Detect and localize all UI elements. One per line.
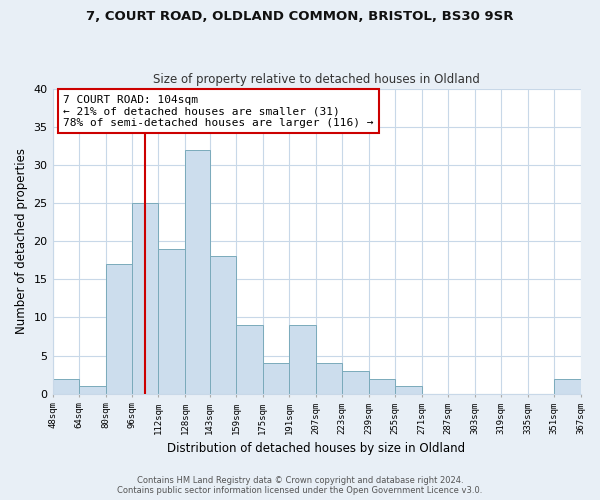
Bar bbox=[53, 378, 79, 394]
Bar bbox=[132, 203, 158, 394]
Bar bbox=[554, 378, 581, 394]
Text: 7, COURT ROAD, OLDLAND COMMON, BRISTOL, BS30 9SR: 7, COURT ROAD, OLDLAND COMMON, BRISTOL, … bbox=[86, 10, 514, 23]
Bar bbox=[263, 364, 289, 394]
Bar bbox=[106, 264, 132, 394]
Bar bbox=[316, 364, 342, 394]
Bar bbox=[289, 325, 316, 394]
X-axis label: Distribution of detached houses by size in Oldland: Distribution of detached houses by size … bbox=[167, 442, 466, 455]
Bar bbox=[395, 386, 422, 394]
Title: Size of property relative to detached houses in Oldland: Size of property relative to detached ho… bbox=[153, 73, 480, 86]
Text: 7 COURT ROAD: 104sqm
← 21% of detached houses are smaller (31)
78% of semi-detac: 7 COURT ROAD: 104sqm ← 21% of detached h… bbox=[63, 94, 374, 128]
Bar bbox=[236, 325, 263, 394]
Bar bbox=[342, 371, 368, 394]
Y-axis label: Number of detached properties: Number of detached properties bbox=[15, 148, 28, 334]
Bar bbox=[185, 150, 210, 394]
Bar bbox=[210, 256, 236, 394]
Text: Contains HM Land Registry data © Crown copyright and database right 2024.
Contai: Contains HM Land Registry data © Crown c… bbox=[118, 476, 482, 495]
Bar bbox=[79, 386, 106, 394]
Bar bbox=[158, 249, 185, 394]
Bar bbox=[368, 378, 395, 394]
